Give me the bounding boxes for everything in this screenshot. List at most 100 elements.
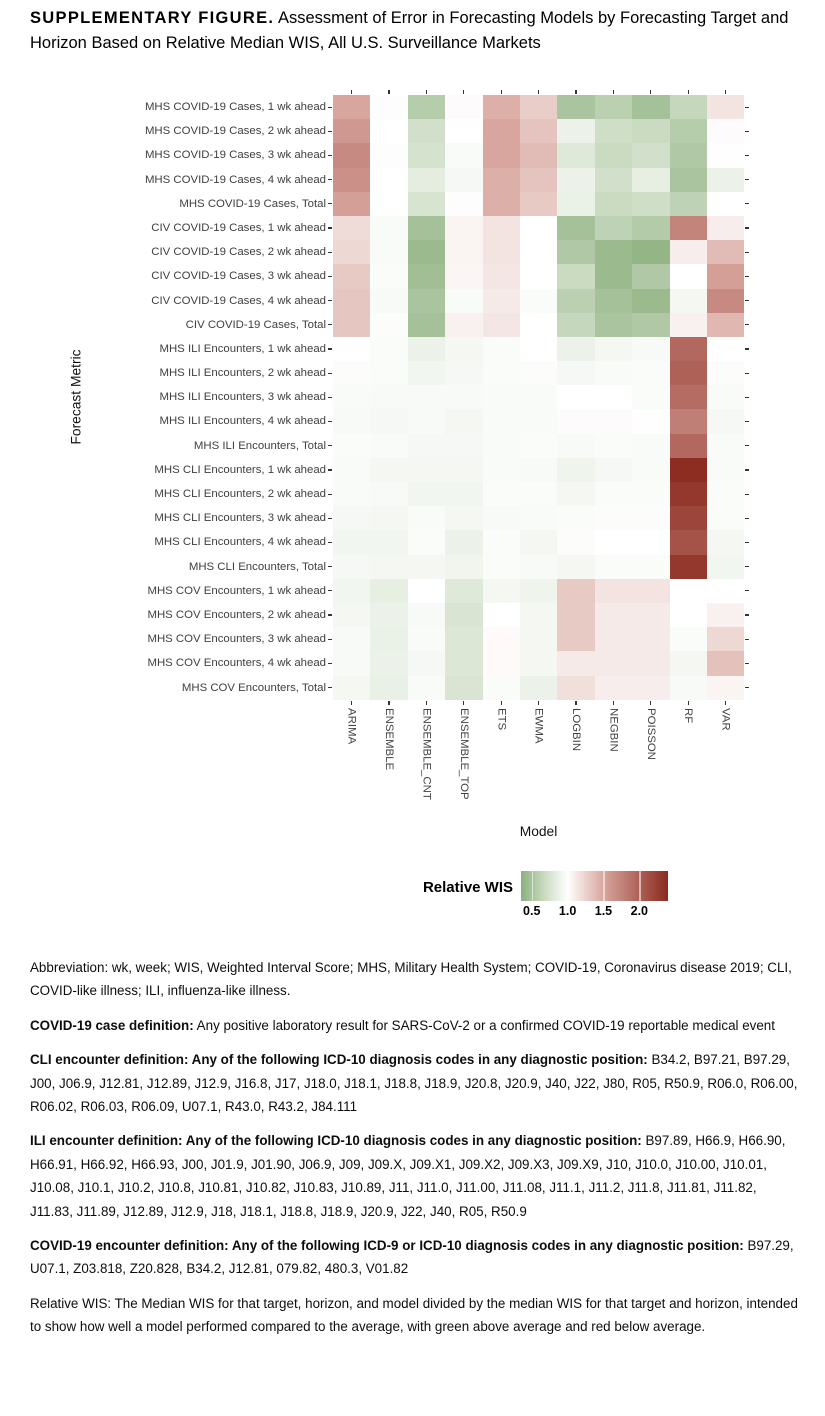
heatmap-cell bbox=[632, 336, 670, 362]
heatmap-cell bbox=[594, 627, 633, 652]
tick-mark bbox=[557, 701, 594, 705]
heatmap-cell bbox=[482, 167, 520, 192]
heatmap-cell bbox=[706, 312, 745, 337]
heatmap-cell bbox=[407, 143, 446, 168]
heatmap-cell bbox=[557, 578, 595, 603]
heatmap-cell bbox=[333, 191, 371, 216]
heatmap-cell bbox=[557, 457, 595, 482]
y-axis-label: MHS CLI Encounters, 2 wk ahead bbox=[154, 488, 326, 500]
heatmap-cell bbox=[706, 530, 745, 555]
heatmap-cell bbox=[706, 385, 745, 410]
tick-mark bbox=[328, 289, 332, 313]
heatmap-cell bbox=[482, 651, 520, 676]
heatmap-cell bbox=[370, 215, 408, 241]
heatmap-cell bbox=[632, 651, 670, 676]
heatmap-cell bbox=[519, 95, 558, 120]
heatmap-cell bbox=[333, 433, 371, 458]
heatmap-cell bbox=[370, 482, 408, 507]
heatmap-cell bbox=[594, 240, 633, 265]
y-axis-label: MHS COVID-19 Cases, 4 wk ahead bbox=[144, 173, 326, 186]
heatmap-cell bbox=[482, 482, 520, 507]
heatmap-cell bbox=[632, 457, 670, 482]
y-axis-label: MHS COV Encounters, 2 wk ahead bbox=[147, 608, 326, 621]
heatmap-cell bbox=[482, 385, 520, 410]
heatmap-cell bbox=[370, 336, 408, 362]
heatmap-cell bbox=[557, 554, 595, 579]
tick-mark bbox=[328, 409, 332, 433]
heatmap-cell bbox=[594, 385, 633, 410]
tick-mark bbox=[745, 289, 749, 313]
heatmap-cell bbox=[482, 240, 520, 265]
heatmap-cell bbox=[706, 433, 745, 458]
tick-mark bbox=[328, 434, 332, 458]
heatmap-cell bbox=[333, 288, 371, 313]
tick-mark bbox=[745, 337, 749, 361]
heatmap-cell bbox=[370, 578, 408, 603]
tick-mark bbox=[328, 313, 332, 337]
heatmap-cell bbox=[482, 433, 520, 458]
heatmap-cell bbox=[557, 215, 595, 241]
heatmap-cell bbox=[407, 167, 446, 192]
tick-mark bbox=[595, 90, 632, 94]
heatmap-cell bbox=[445, 530, 483, 555]
heatmap-cell bbox=[519, 288, 558, 313]
heatmap-cell bbox=[706, 457, 745, 482]
heatmap-cell bbox=[557, 167, 595, 192]
y-axis-label: CIV COVID-19 Cases, Total bbox=[185, 318, 326, 331]
x-axis-label: RF bbox=[682, 708, 695, 724]
heatmap-cell bbox=[594, 264, 633, 289]
heatmap-cell bbox=[594, 143, 633, 168]
heatmap-cell bbox=[557, 95, 595, 120]
heatmap-cell bbox=[519, 675, 558, 700]
footnote-paragraph: COVID-19 case definition: Any positive l… bbox=[30, 1017, 775, 1033]
tick-mark bbox=[595, 701, 632, 705]
heatmap-panel bbox=[333, 95, 745, 700]
tick-mark bbox=[745, 143, 749, 167]
y-axis-label: MHS COV Encounters, 4 wk ahead bbox=[147, 657, 326, 670]
heatmap-cell bbox=[594, 409, 633, 434]
heatmap-cell bbox=[482, 506, 520, 531]
heatmap-cell bbox=[632, 143, 670, 168]
heatmap-cell bbox=[519, 627, 558, 652]
tick-mark bbox=[328, 95, 332, 119]
heatmap-cell bbox=[632, 361, 670, 386]
heatmap-cell bbox=[669, 482, 707, 507]
heatmap-cell bbox=[445, 385, 483, 410]
heatmap-cell bbox=[669, 361, 707, 386]
heatmap-cell bbox=[706, 482, 745, 507]
y-axis-label: MHS ILI Encounters, 3 wk ahead bbox=[159, 391, 326, 404]
heatmap-cell bbox=[557, 506, 595, 531]
heatmap-cell bbox=[706, 361, 745, 386]
tick-mark bbox=[483, 90, 520, 94]
heatmap-cell bbox=[706, 288, 745, 313]
tick-mark bbox=[520, 701, 557, 705]
legend-tick-mark bbox=[639, 871, 641, 901]
heatmap-cell bbox=[632, 385, 670, 410]
heatmap-cell bbox=[632, 264, 670, 289]
heatmap-cell bbox=[632, 482, 670, 507]
heatmap-cell bbox=[445, 215, 483, 241]
tick-mark bbox=[328, 627, 332, 651]
heatmap-cell bbox=[445, 240, 483, 265]
heatmap-cell bbox=[669, 119, 707, 144]
heatmap-cell bbox=[333, 602, 371, 628]
heatmap-cell bbox=[632, 167, 670, 192]
tick-mark bbox=[745, 627, 749, 651]
heatmap-cell bbox=[706, 651, 745, 676]
y-axis-label: MHS COV Encounters, 3 wk ahead bbox=[147, 633, 326, 646]
heatmap-cell bbox=[482, 312, 520, 337]
x-axis-label: ENSEMBLE_TOP bbox=[457, 708, 470, 800]
heatmap-cell bbox=[706, 95, 745, 120]
heatmap-cell bbox=[706, 336, 745, 362]
heatmap-cell bbox=[632, 95, 670, 120]
y-axis-ticks-left bbox=[328, 95, 332, 700]
heatmap-cell bbox=[669, 167, 707, 192]
heatmap-cell bbox=[669, 457, 707, 482]
heatmap-cell bbox=[445, 119, 483, 144]
tick-mark bbox=[707, 90, 744, 94]
heatmap-cell bbox=[669, 602, 707, 628]
heatmap-cell bbox=[669, 288, 707, 313]
tick-mark bbox=[328, 651, 332, 675]
heatmap-cell bbox=[333, 578, 371, 603]
heatmap-cell bbox=[445, 167, 483, 192]
